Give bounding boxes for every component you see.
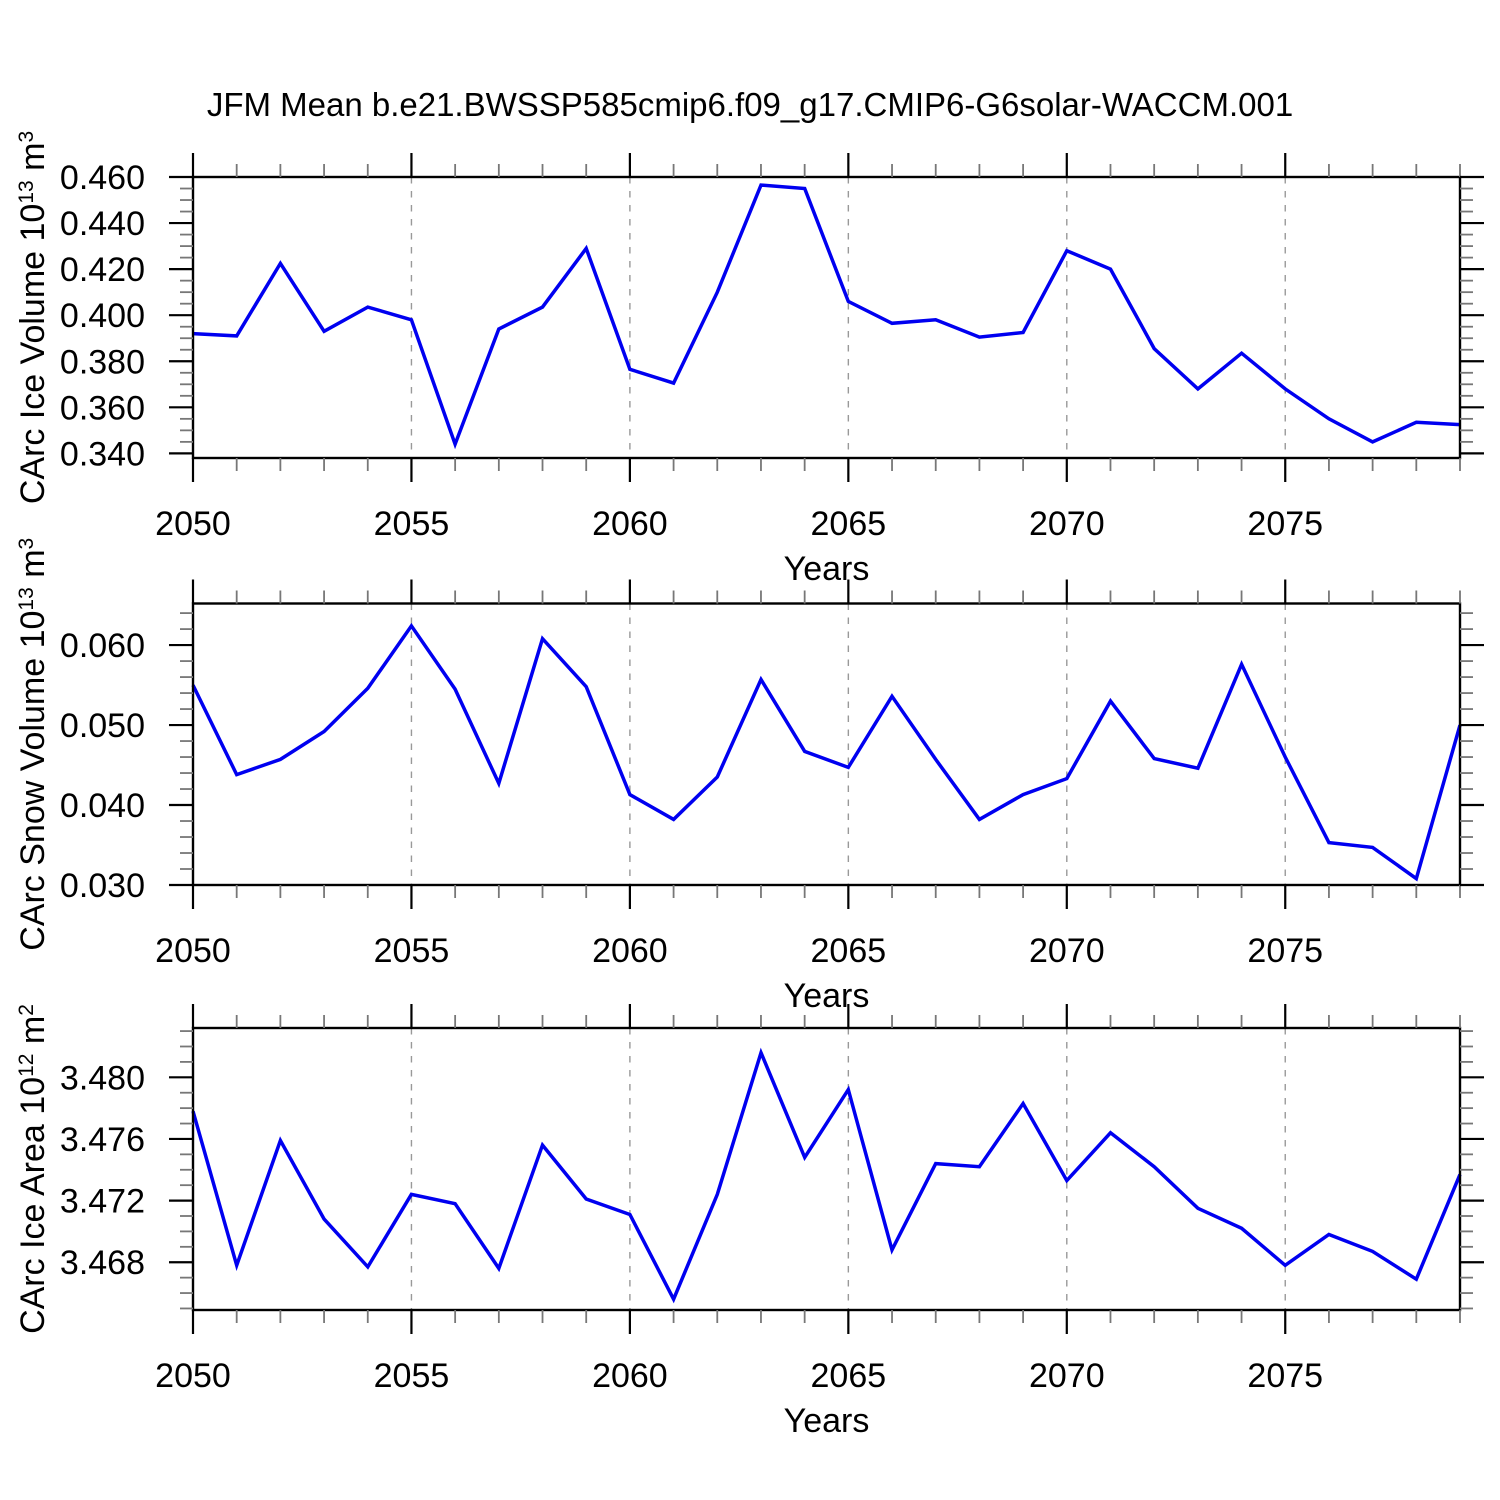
y-tick-label: 3.480	[60, 1059, 145, 1097]
x-tick-label: 2060	[592, 932, 668, 970]
x-axis-title: Years	[784, 550, 870, 588]
x-tick-label: 2070	[1029, 1357, 1105, 1395]
x-axis-title: Years	[784, 977, 870, 1015]
plot-frame	[191, 602, 1462, 887]
y-tick-label: 0.360	[60, 389, 145, 427]
x-tick-label: 2075	[1247, 505, 1323, 543]
y-axis-title: CArc Snow Volume 1013​ m3​	[14, 538, 52, 951]
y-tick-label: 0.340	[60, 435, 145, 473]
y-tick-label: 0.030	[60, 867, 145, 905]
x-tick-label: 2065	[811, 1357, 887, 1395]
y-tick-label: 0.460	[60, 159, 145, 197]
y-tick-label: 3.468	[60, 1244, 145, 1282]
x-tick-label: 2055	[374, 505, 450, 543]
plot-frame	[191, 1026, 1462, 1312]
x-tick-label: 2050	[155, 505, 231, 543]
x-tick-label: 2050	[155, 1357, 231, 1395]
x-tick-label: 2065	[811, 505, 887, 543]
x-tick-label: 2065	[811, 932, 887, 970]
carc-ice-area-series-line	[191, 1047, 1462, 1304]
y-axis-title: CArc Ice Area 1012​ m2​	[14, 1004, 52, 1334]
y-tick-label: 0.380	[60, 343, 145, 381]
carc-snow-volume-series-line	[191, 622, 1462, 882]
y-tick-label: 0.400	[60, 297, 145, 335]
panel-carc-snow-volume: 0.030 0.040 0.050 0.060 2050 2055 2060 2065 2070…	[14, 538, 1484, 1015]
x-tick-label: 2060	[592, 1357, 668, 1395]
x-tick-label: 2055	[374, 932, 450, 970]
x-tick-label: 2070	[1029, 505, 1105, 543]
carc-ice-volume-series-line	[192, 183, 1461, 450]
y-tick-label: 0.440	[60, 205, 145, 243]
x-tick-label: 2050	[155, 932, 231, 970]
panel-carc-ice-area: 3.468 3.472 3.476 3.480 2050 2055 2060 2065 2070…	[14, 1004, 1484, 1440]
y-axis-title: CArc Ice Volume 1013​ m3​	[14, 131, 52, 504]
x-tick-label: 2075	[1247, 932, 1323, 970]
y-tick-label: 0.050	[60, 707, 145, 745]
y-tick-label: 0.060	[60, 627, 145, 665]
y-tick-label: 3.476	[60, 1121, 145, 1159]
plot-frame	[191, 175, 1462, 460]
x-tick-label: 2055	[374, 1357, 450, 1395]
y-tick-label: 0.040	[60, 787, 145, 825]
y-tick-label: 3.472	[60, 1183, 145, 1221]
y-tick-label: 0.420	[60, 251, 145, 289]
panel-carc-ice-volume: 0.340 0.360 0.380 0.400 0.420 0.440 0.460 2050 2…	[14, 131, 1484, 588]
plot-title: JFM Mean b.e21.BWSSP585cmip6.f09_g17.CMI…	[206, 86, 1294, 123]
x-tick-label: 2060	[592, 505, 668, 543]
x-tick-label: 2075	[1247, 1357, 1323, 1395]
x-axis-title: Years	[784, 1402, 870, 1440]
x-tick-label: 2070	[1029, 932, 1105, 970]
